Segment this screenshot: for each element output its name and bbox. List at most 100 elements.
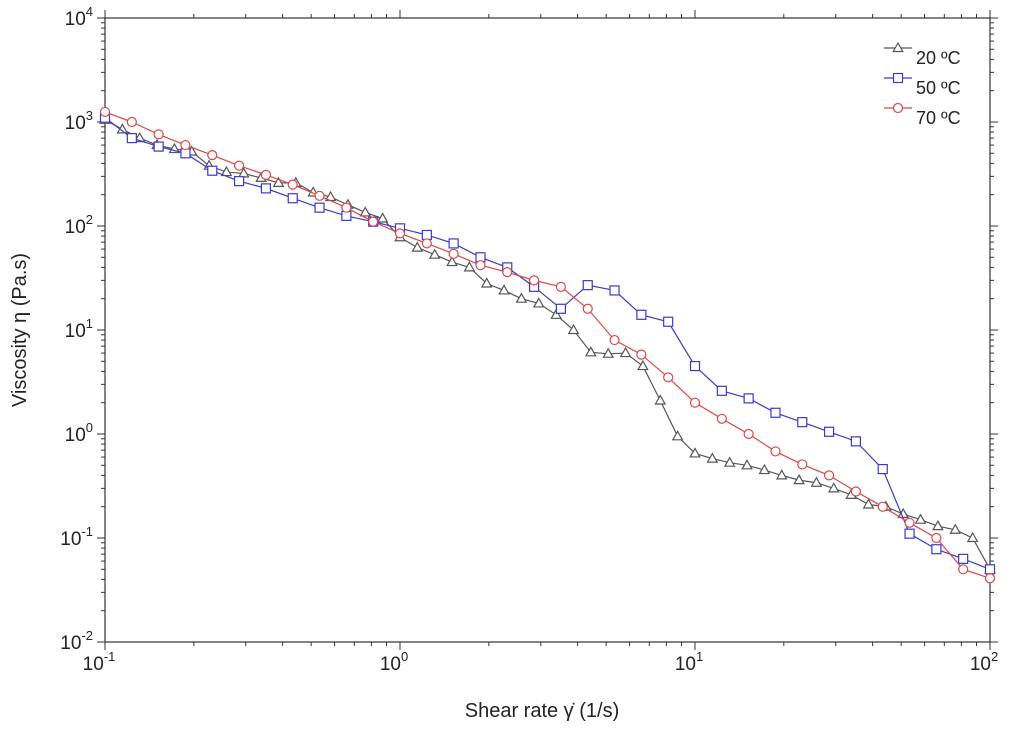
data-point (716, 385, 727, 396)
data-point (153, 129, 164, 140)
series-3 (99, 106, 996, 584)
data-point (689, 360, 701, 372)
y-tick-label: 102 (65, 212, 93, 238)
x-axis-title: Shear rate γ̇ (1/s) (465, 700, 620, 722)
data-point (126, 133, 137, 144)
data-point (582, 303, 593, 314)
data-point (636, 309, 647, 320)
data-point (287, 193, 298, 204)
legend-marker (892, 41, 904, 53)
x-axis-ticks: 10-1 100 101 102 (83, 10, 998, 675)
data-point (180, 139, 191, 151)
x-tick-label: 100 (380, 649, 408, 675)
data-point (480, 277, 493, 288)
x-tick-label: 10-1 (83, 649, 116, 675)
data-point (314, 202, 325, 213)
data-point (99, 106, 111, 118)
legend-entry: 50 ºC (884, 72, 961, 98)
data-point (966, 531, 979, 543)
x-tick-label: 102 (970, 649, 998, 675)
data-point (741, 459, 753, 470)
data-point (609, 285, 620, 296)
data-point (421, 238, 432, 249)
data-point (663, 372, 674, 383)
data-point (341, 202, 352, 213)
data-point (770, 446, 781, 457)
data-point (850, 436, 862, 447)
data-point (585, 346, 597, 357)
y-tick-label: 10-2 (60, 628, 93, 654)
data-point (797, 459, 808, 470)
data-point (260, 183, 272, 194)
data-point (463, 261, 476, 272)
data-point (502, 267, 513, 278)
plot-frame (104, 17, 991, 643)
data-point (602, 347, 615, 358)
data-point (689, 397, 701, 408)
data-point (823, 470, 835, 481)
data-point (394, 228, 406, 239)
data-point (914, 513, 927, 524)
data-point (743, 393, 754, 404)
data-point (567, 323, 580, 335)
data-point (421, 229, 432, 241)
legend: 20 ºC 50 ºC 70 ºC (884, 41, 961, 128)
data-point (233, 176, 245, 187)
legend-label: 70 ºC (916, 108, 961, 128)
legend-entry: 20 ºC (884, 41, 961, 68)
data-point (619, 346, 632, 358)
data-point (689, 447, 701, 458)
y-tick-label: 103 (65, 108, 93, 134)
data-point (663, 316, 674, 327)
data-point (793, 473, 805, 485)
data-point (636, 349, 647, 360)
data-point (428, 248, 441, 259)
data-point (532, 297, 545, 308)
data-point (743, 428, 754, 440)
legend-label: 20 ºC (916, 48, 961, 68)
legend-label: 50 ºC (916, 78, 961, 98)
data-point (126, 116, 137, 128)
data-point (637, 359, 649, 371)
data-point (609, 334, 620, 346)
data-point (958, 553, 969, 564)
data-point (555, 303, 567, 314)
data-point (949, 523, 962, 534)
data-point (770, 407, 781, 418)
data-point (984, 564, 996, 575)
data-point (359, 206, 372, 217)
data-point (515, 292, 528, 303)
data-point (448, 238, 459, 249)
y-tick-label: 101 (65, 316, 93, 342)
data-point (850, 486, 862, 497)
data-point (260, 169, 272, 180)
data-point (411, 241, 424, 252)
data-point (376, 212, 389, 223)
data-point (446, 255, 458, 267)
y-axis-ticks: 10-2 10-1 100 101 102 103 104 (60, 4, 998, 654)
y-axis-title: Viscosity η (Pa.s) (9, 253, 31, 407)
data-point (671, 430, 684, 441)
data-point (368, 216, 379, 227)
data-point (797, 417, 808, 428)
data-point (220, 165, 233, 177)
data-point (877, 501, 888, 512)
data-point (654, 394, 667, 405)
data-point (582, 280, 593, 291)
data-point (448, 248, 459, 259)
data-point (775, 469, 788, 480)
data-point (287, 179, 298, 190)
data-point (233, 160, 245, 171)
data-point (723, 456, 736, 467)
data-point (877, 463, 888, 475)
data-point (827, 482, 840, 493)
data-point (904, 517, 915, 528)
legend-entry: 70 ºC (884, 102, 961, 128)
data-point (958, 564, 969, 575)
data-point (931, 544, 942, 555)
series-line (104, 111, 991, 579)
data-point (758, 463, 771, 475)
series-line (104, 119, 991, 570)
data-point (716, 413, 727, 424)
